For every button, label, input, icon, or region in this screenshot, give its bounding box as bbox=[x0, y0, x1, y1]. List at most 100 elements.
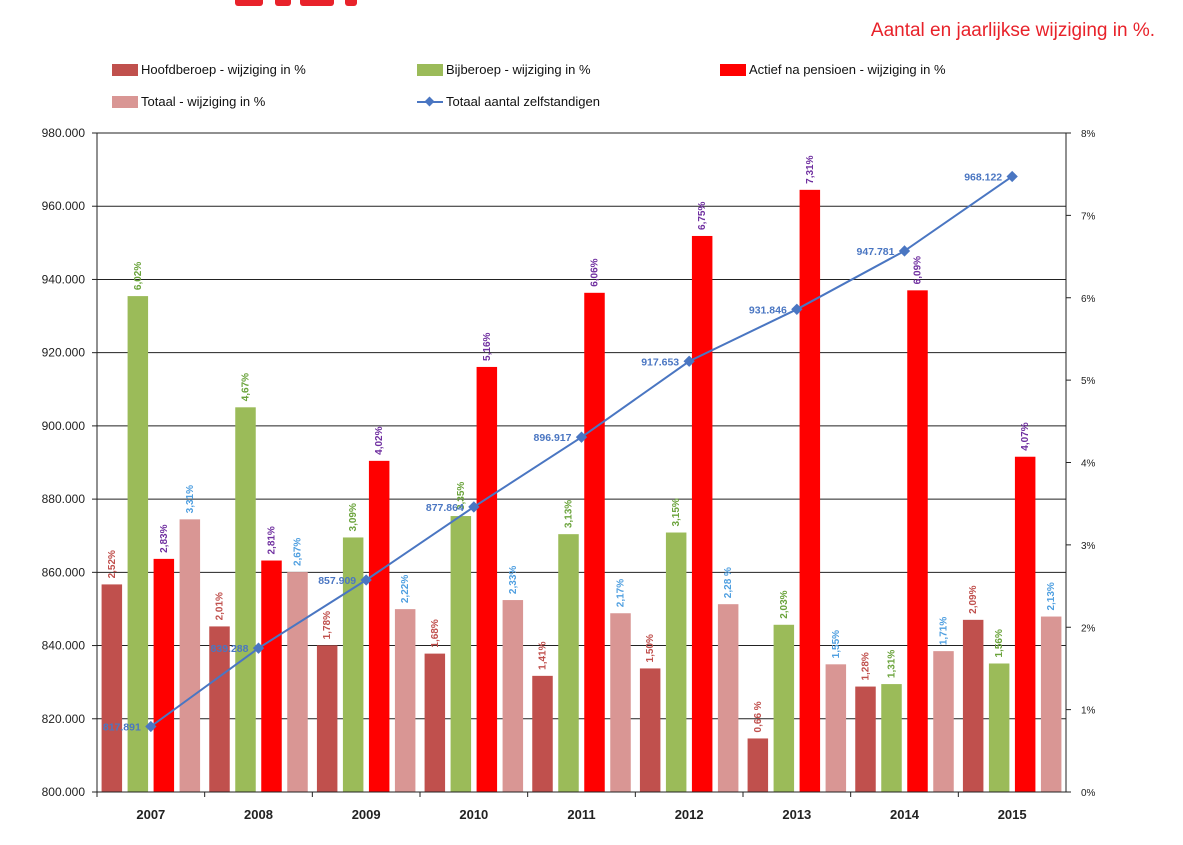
total-line-marker-2012 bbox=[683, 355, 695, 367]
right-tick-label: 4% bbox=[1081, 459, 1096, 470]
total-line-label-2015: 968.122 bbox=[964, 171, 1002, 183]
data-label-hoofdberoep-2013: 0,66 % bbox=[753, 701, 764, 732]
bar-hoofdberoep-2011 bbox=[532, 675, 553, 792]
data-label-hoofdberoep-2007: 2,52% bbox=[107, 550, 118, 578]
legend-item-bijberoep: Bijberoep - wijziging in % bbox=[417, 62, 591, 77]
data-label-hoofdberoep-2011: 1,41% bbox=[538, 641, 549, 669]
bar-totaal_pct-2009 bbox=[394, 609, 416, 792]
legend-item-line: Totaal aantal zelfstandigen bbox=[417, 94, 600, 109]
legend-swatch-hoofdberoep bbox=[112, 63, 138, 76]
grid-lines bbox=[97, 132, 1066, 720]
data-label-totaal_pct-2008: 2,67% bbox=[293, 538, 304, 566]
bar-totaal_pct-2014 bbox=[933, 651, 954, 792]
bar-totaal_pct-2012 bbox=[717, 604, 739, 792]
bar-actief-2013 bbox=[799, 189, 821, 792]
total-line-label-2011: 896.917 bbox=[534, 432, 572, 444]
bar-totaal_pct-2007 bbox=[179, 519, 201, 792]
legend-item-hoofdberoep: Hoofdberoep - wijziging in % bbox=[112, 62, 306, 77]
bar-actief-2015 bbox=[1014, 456, 1036, 792]
legend-swatch-actief bbox=[720, 63, 746, 76]
right-tick-label: 5% bbox=[1081, 376, 1096, 387]
bar-totaal_pct-2013 bbox=[825, 664, 847, 792]
bar-bijberoep-2011 bbox=[558, 534, 579, 792]
bar-bijberoep-2012 bbox=[665, 532, 687, 792]
bar-actief-2007 bbox=[153, 558, 175, 792]
total-line-label-2007: 817.891 bbox=[103, 721, 141, 733]
data-label-hoofdberoep-2015: 2,09% bbox=[968, 585, 979, 613]
bar-actief-2011 bbox=[584, 292, 605, 792]
bar-actief-2010 bbox=[476, 366, 498, 792]
left-tick-label: 980.000 bbox=[42, 126, 86, 140]
data-label-totaal_pct-2010: 2,33% bbox=[508, 566, 519, 594]
data-label-bijberoep-2011: 3,13% bbox=[564, 500, 575, 528]
legend-swatch-bijberoep bbox=[417, 63, 443, 76]
bar-hoofdberoep-2014 bbox=[855, 686, 876, 792]
data-label-bijberoep-2008: 4,67% bbox=[241, 373, 252, 401]
data-label-hoofdberoep-2012: 1,50% bbox=[645, 634, 656, 662]
bar-bijberoep-2007 bbox=[127, 296, 149, 792]
left-tick-label: 960.000 bbox=[42, 199, 86, 213]
data-label-actief-2013: 7,31% bbox=[805, 155, 816, 183]
total-line-marker-2010 bbox=[468, 501, 480, 513]
total-line-marker-2007 bbox=[145, 720, 157, 733]
data-label-totaal_pct-2014: 1,71% bbox=[939, 617, 950, 645]
data-label-bijberoep-2015: 1,56% bbox=[994, 629, 1005, 657]
data-label-bijberoep-2009: 3,09% bbox=[348, 503, 359, 531]
bar-actief-2014 bbox=[907, 290, 928, 792]
legend-label-line: Totaal aantal zelfstandigen bbox=[446, 94, 600, 109]
data-label-actief-2010: 5,16% bbox=[482, 332, 493, 360]
total-line-label-2009: 857.909 bbox=[318, 575, 356, 587]
total-line-label-2013: 931.846 bbox=[749, 304, 787, 316]
right-tick-label: 6% bbox=[1081, 294, 1096, 305]
total-line-marker-2009 bbox=[360, 574, 372, 586]
data-label-bijberoep-2007: 6,02% bbox=[133, 262, 144, 290]
legend-swatch-totaal-pct bbox=[112, 95, 138, 108]
total-line-marker-2008 bbox=[252, 642, 265, 654]
legend-swatch-line bbox=[417, 96, 443, 108]
chart-subtitle: Aantal en jaarlijkse wijziging in %. bbox=[870, 20, 1155, 41]
bar-actief-2012 bbox=[691, 235, 713, 792]
legend-item-totaal-pct: Totaal - wijziging in % bbox=[112, 94, 265, 109]
legend: Hoofdberoep - wijziging in % Bijberoep -… bbox=[0, 0, 1183, 120]
x-tick-label: 2008 bbox=[244, 807, 273, 822]
bar-hoofdberoep-2007 bbox=[101, 584, 123, 792]
x-tick-label: 2010 bbox=[459, 807, 488, 822]
total-line-marker-2015 bbox=[1006, 170, 1018, 183]
x-tick-label: 2012 bbox=[675, 807, 704, 822]
total-line-marker-2014 bbox=[898, 245, 911, 257]
left-tick-label: 900.000 bbox=[42, 419, 86, 433]
right-tick-label: 2% bbox=[1081, 623, 1096, 634]
bar-hoofdberoep-2013 bbox=[747, 738, 769, 792]
data-label-actief-2011: 6,06% bbox=[590, 258, 601, 286]
x-tick-label: 2011 bbox=[567, 807, 595, 822]
data-label-bijberoep-2013: 2,03% bbox=[779, 590, 790, 618]
bar-actief-2008 bbox=[261, 560, 282, 792]
bar-actief-2009 bbox=[368, 460, 390, 792]
data-label-actief-2012: 6,75% bbox=[697, 202, 708, 230]
data-labels: 2,52% 2,01% 1,78% 1,68% 1,41% 1,50% 0,66 % 1,28… bbox=[103, 155, 1057, 733]
data-label-bijberoep-2010: 3,35% bbox=[456, 482, 467, 510]
right-tick-label: 8% bbox=[1081, 129, 1096, 140]
data-label-bijberoep-2014: 1,31% bbox=[887, 650, 898, 678]
data-label-totaal_pct-2007: 3,31% bbox=[185, 485, 196, 513]
data-label-actief-2015: 4,07% bbox=[1020, 422, 1031, 450]
total-line-label-2008: 839.288 bbox=[211, 643, 249, 655]
bar-bijberoep-2013 bbox=[773, 624, 795, 792]
legend-label-totaal-pct: Totaal - wijziging in % bbox=[141, 94, 266, 109]
bar-totaal_pct-2011 bbox=[610, 613, 631, 792]
left-tick-label: 940.000 bbox=[42, 272, 86, 286]
bar-hoofdberoep-2012 bbox=[639, 668, 661, 792]
data-label-hoofdberoep-2009: 1,78% bbox=[322, 611, 333, 639]
total-line-label-2012: 917.653 bbox=[641, 356, 679, 368]
bar-hoofdberoep-2009 bbox=[316, 645, 338, 792]
bar-bijberoep-2010 bbox=[450, 516, 472, 792]
total-line-label-2010: 877.864 bbox=[426, 502, 464, 514]
data-label-totaal_pct-2009: 2,22% bbox=[400, 575, 411, 603]
data-label-actief-2007: 2,83% bbox=[159, 524, 170, 552]
right-tick-label: 0% bbox=[1081, 788, 1096, 799]
total-line-marker-2011 bbox=[575, 431, 588, 443]
axes: 800.000 820.000 840.000 860.000 880.000 900.0… bbox=[42, 126, 1096, 822]
x-tick-label: 2009 bbox=[352, 807, 381, 822]
bar-bijberoep-2008 bbox=[235, 407, 256, 792]
